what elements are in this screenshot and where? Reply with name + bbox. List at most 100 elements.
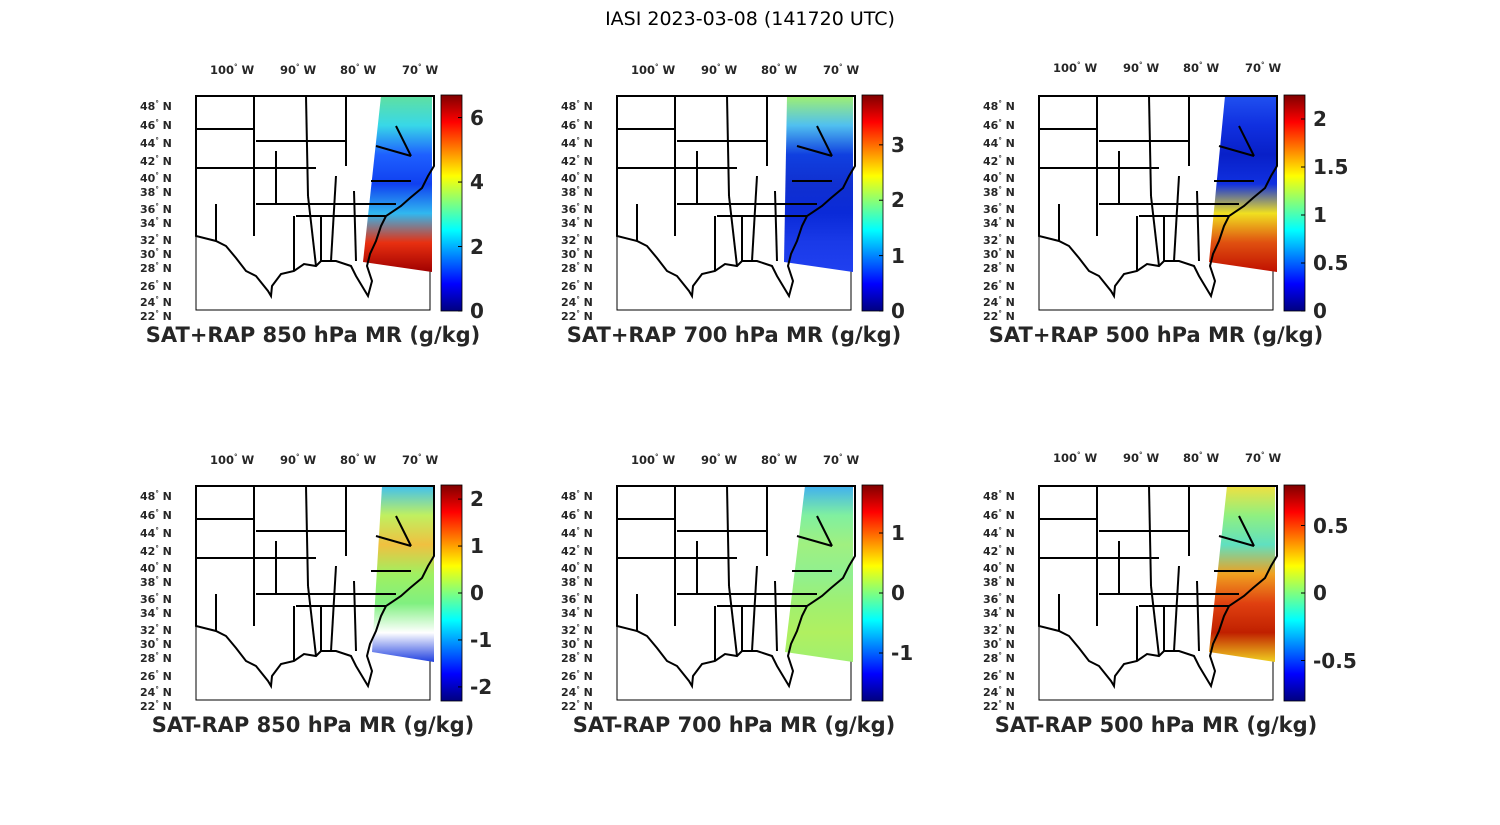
lon-tick-label: 70° W (402, 63, 439, 77)
state-border (305, 95, 309, 197)
lat-tick-label: 32° N (140, 623, 172, 637)
lon-tick-label: 90° W (1123, 451, 1160, 465)
lon-value: 100 (631, 453, 656, 467)
lat-value: 34 (140, 217, 156, 230)
lat-hemisphere: N (1005, 652, 1015, 665)
lat-hemisphere: N (583, 310, 593, 323)
lat-hemisphere: N (583, 137, 593, 150)
lat-tick-label: 40° N (983, 561, 1015, 575)
colorbar-tick-label: 0 (470, 581, 484, 605)
lat-value: 48 (983, 100, 999, 113)
state-border (816, 125, 833, 157)
lat-hemisphere: N (162, 234, 172, 247)
lat-tick-label: 32° N (561, 623, 593, 637)
lon-hemisphere: W (241, 453, 255, 467)
lon-value: 70 (1245, 61, 1262, 75)
lat-tick-label: 46° N (140, 508, 172, 522)
lat-hemisphere: N (162, 624, 172, 637)
lat-tick-label: 28° N (561, 651, 593, 665)
state-border (1196, 190, 1200, 262)
lat-value: 28 (140, 262, 156, 275)
colorbar-tick-label: 0 (470, 299, 484, 323)
lat-hemisphere: N (583, 527, 593, 540)
state-border (796, 145, 833, 157)
lat-tick-label: 42° N (561, 154, 593, 168)
colorbar (440, 94, 463, 312)
lon-hemisphere: W (1268, 451, 1282, 465)
map-axes (195, 95, 435, 311)
lat-value: 44 (140, 137, 156, 150)
lon-value: 80 (1183, 61, 1200, 75)
state-border (1218, 535, 1255, 547)
colorbar (861, 94, 884, 312)
lat-value: 32 (140, 624, 156, 637)
lat-value: 46 (983, 119, 999, 132)
lat-value: 42 (983, 155, 999, 168)
lon-value: 70 (823, 63, 840, 77)
lat-value: 30 (983, 248, 999, 261)
lat-value: 40 (561, 562, 577, 575)
lon-hemisphere: W (662, 63, 676, 77)
lat-value: 48 (561, 100, 577, 113)
lat-hemisphere: N (162, 280, 172, 293)
lat-value: 30 (140, 248, 156, 261)
state-border (751, 565, 758, 652)
lat-value: 34 (561, 217, 577, 230)
colorbar-tick-label: 0 (891, 299, 905, 323)
lat-hemisphere: N (583, 155, 593, 168)
lon-tick-label: 100° W (1053, 61, 1098, 75)
lon-tick-label: 100° W (631, 453, 676, 467)
lat-value: 24 (983, 296, 999, 309)
lat-hemisphere: N (162, 217, 172, 230)
lat-hemisphere: N (583, 217, 593, 230)
lat-tick-label: 36° N (140, 592, 172, 606)
lat-hemisphere: N (1005, 296, 1015, 309)
lat-hemisphere: N (162, 576, 172, 589)
lat-hemisphere: N (1005, 248, 1015, 261)
colorbar-tick-label: 0 (891, 581, 905, 605)
state-border (796, 535, 833, 547)
lat-tick-label: 40° N (561, 171, 593, 185)
colorbar-tick-label: 2 (470, 234, 484, 259)
lat-value: 32 (983, 624, 999, 637)
colorbar-tick-label: 0 (1313, 299, 1327, 323)
lat-value: 36 (140, 593, 156, 606)
lat-hemisphere: N (162, 638, 172, 651)
lat-value: 46 (561, 509, 577, 522)
state-border (1148, 95, 1152, 197)
lat-hemisphere: N (583, 545, 593, 558)
us-outline (1038, 95, 1278, 300)
lat-value: 30 (140, 638, 156, 651)
lat-tick-label: 36° N (140, 202, 172, 216)
lat-tick-label: 46° N (140, 118, 172, 132)
lat-value: 36 (140, 203, 156, 216)
lat-hemisphere: N (1005, 155, 1015, 168)
state-border (774, 580, 778, 652)
lon-tick-label: 70° W (823, 453, 860, 467)
lat-value: 46 (140, 509, 156, 522)
lat-value: 32 (561, 624, 577, 637)
lat-tick-label: 26° N (140, 669, 172, 683)
lat-tick-label: 42° N (561, 544, 593, 558)
map-axes (1038, 95, 1278, 311)
lat-value: 48 (983, 490, 999, 503)
lon-tick-label: 90° W (280, 63, 317, 77)
lat-hemisphere: N (162, 172, 172, 185)
us-outline (195, 95, 435, 300)
lat-value: 42 (983, 545, 999, 558)
lat-tick-label: 26° N (983, 669, 1015, 683)
colorbar-tick-label: 6 (470, 105, 484, 130)
lat-hemisphere: N (583, 562, 593, 575)
satellite-swath (1209, 96, 1277, 272)
lat-hemisphere: N (583, 234, 593, 247)
lon-hemisphere: W (846, 453, 860, 467)
map-svg (1038, 94, 1306, 312)
lon-tick-label: 70° W (1245, 451, 1282, 465)
state-border (395, 515, 412, 547)
lat-tick-label: 22° N (140, 699, 172, 713)
lat-tick-label: 22° N (561, 309, 593, 323)
lon-hemisphere: W (1268, 61, 1282, 75)
lat-hemisphere: N (162, 262, 172, 275)
lat-value: 42 (561, 545, 577, 558)
